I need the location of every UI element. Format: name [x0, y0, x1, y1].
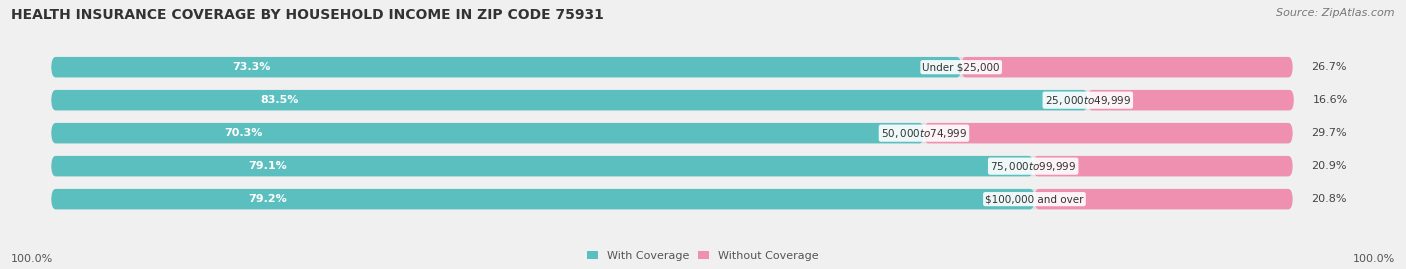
FancyBboxPatch shape [51, 123, 1292, 143]
Text: 20.8%: 20.8% [1312, 194, 1347, 204]
Text: 79.2%: 79.2% [249, 194, 287, 204]
Text: 16.6%: 16.6% [1312, 95, 1348, 105]
Text: 83.5%: 83.5% [260, 95, 298, 105]
Legend: With Coverage, Without Coverage: With Coverage, Without Coverage [588, 251, 818, 261]
Text: $100,000 and over: $100,000 and over [986, 194, 1084, 204]
Text: $25,000 to $49,999: $25,000 to $49,999 [1045, 94, 1130, 107]
FancyBboxPatch shape [51, 90, 1088, 110]
FancyBboxPatch shape [1035, 189, 1292, 209]
FancyBboxPatch shape [51, 189, 1035, 209]
Text: 100.0%: 100.0% [1353, 254, 1395, 264]
Text: $50,000 to $74,999: $50,000 to $74,999 [880, 127, 967, 140]
FancyBboxPatch shape [1088, 90, 1294, 110]
Text: 20.9%: 20.9% [1312, 161, 1347, 171]
FancyBboxPatch shape [962, 57, 1292, 77]
Text: 79.1%: 79.1% [247, 161, 287, 171]
FancyBboxPatch shape [51, 156, 1292, 176]
FancyBboxPatch shape [51, 90, 1292, 110]
FancyBboxPatch shape [51, 156, 1033, 176]
Text: 29.7%: 29.7% [1312, 128, 1347, 138]
Text: $75,000 to $99,999: $75,000 to $99,999 [990, 160, 1077, 173]
Text: Under $25,000: Under $25,000 [922, 62, 1000, 72]
FancyBboxPatch shape [1033, 156, 1292, 176]
Text: Source: ZipAtlas.com: Source: ZipAtlas.com [1277, 8, 1395, 18]
FancyBboxPatch shape [924, 123, 1292, 143]
Text: 70.3%: 70.3% [224, 128, 263, 138]
Text: HEALTH INSURANCE COVERAGE BY HOUSEHOLD INCOME IN ZIP CODE 75931: HEALTH INSURANCE COVERAGE BY HOUSEHOLD I… [11, 8, 605, 22]
Text: 100.0%: 100.0% [11, 254, 53, 264]
Text: 73.3%: 73.3% [232, 62, 271, 72]
Text: 26.7%: 26.7% [1312, 62, 1347, 72]
FancyBboxPatch shape [51, 57, 1292, 77]
FancyBboxPatch shape [51, 123, 924, 143]
FancyBboxPatch shape [51, 57, 962, 77]
FancyBboxPatch shape [51, 189, 1292, 209]
